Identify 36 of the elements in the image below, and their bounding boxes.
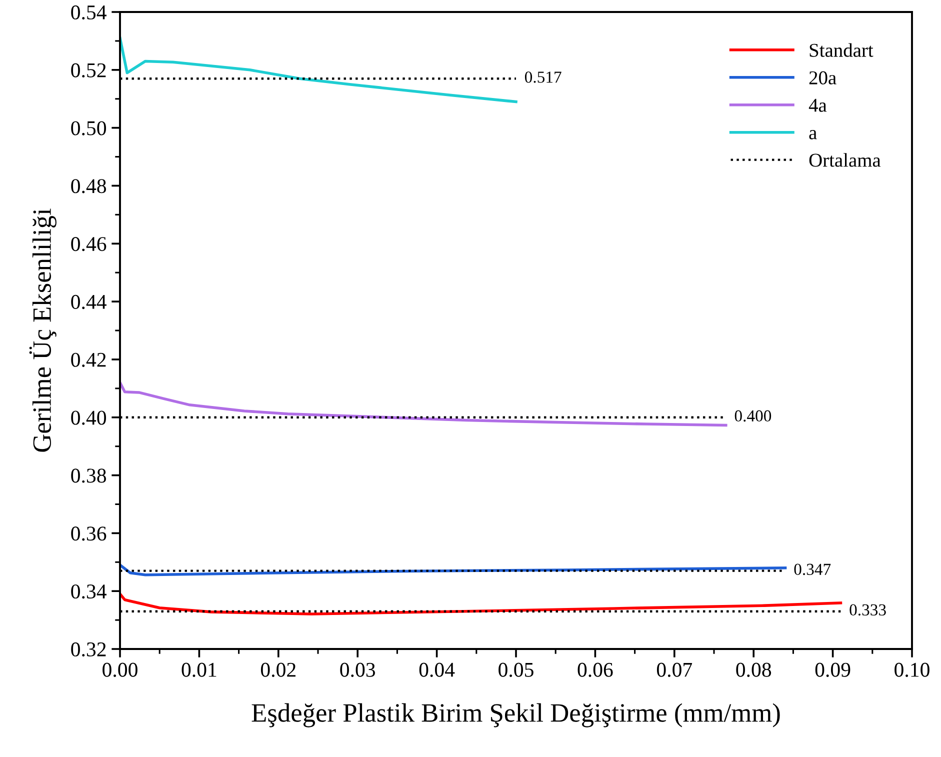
y-tick-label: 0.36: [71, 526, 106, 541]
line-series: [120, 36, 518, 104]
legend-label: Standart: [810, 43, 874, 57]
x-tick-label: 0.05: [498, 662, 534, 677]
x-tick-label: 0.02: [260, 662, 296, 677]
y-tick-label: 0.46: [71, 237, 106, 252]
x-tick-label: 0.01: [182, 662, 216, 677]
annotation: 0.400: [734, 410, 772, 422]
y-tick-label: 0.44: [71, 294, 106, 310]
y-tick-label: 0.52: [71, 63, 106, 78]
y-tick-label: 0.50: [71, 121, 106, 136]
x-tick-label: 0.10: [894, 662, 930, 677]
x-tick-label: 0.09: [815, 662, 850, 677]
x-tick-label: 0.06: [578, 662, 613, 677]
legend-label: a: [809, 130, 817, 140]
y-tick-label: 0.48: [71, 179, 106, 194]
x-tick-label: 0.07: [656, 662, 692, 677]
legend-label: Ortalama: [809, 153, 881, 167]
annotation: 0.347: [794, 564, 831, 576]
y-tick-label: 0.32: [71, 642, 106, 657]
annotation: 0.517: [524, 72, 562, 83]
x-tick-label: 0.03: [340, 662, 376, 677]
x-axis-title: Eşdeğer Plastik Birim Şekil Değiştirme (mm/mm): [252, 703, 780, 728]
x-tick-label: 0.08: [736, 662, 772, 677]
y-tick-label: 0.54: [71, 5, 106, 20]
y-axis-title: Gerilme Üç Eksenliliği: [29, 208, 56, 452]
y-tick-label: 0.34: [71, 584, 106, 599]
line-series: [120, 381, 728, 427]
y-tick-label: 0.40: [71, 410, 106, 425]
y-tick-label: 0.38: [71, 468, 106, 483]
y-tick-label: 0.42: [71, 352, 106, 367]
x-tick-label: 0.00: [102, 662, 138, 677]
x-tick-label: 0.04: [419, 662, 455, 677]
annotation: 0.333: [850, 604, 886, 616]
legend-label: 20a: [809, 71, 836, 84]
legend-label: 4a: [808, 98, 827, 112]
